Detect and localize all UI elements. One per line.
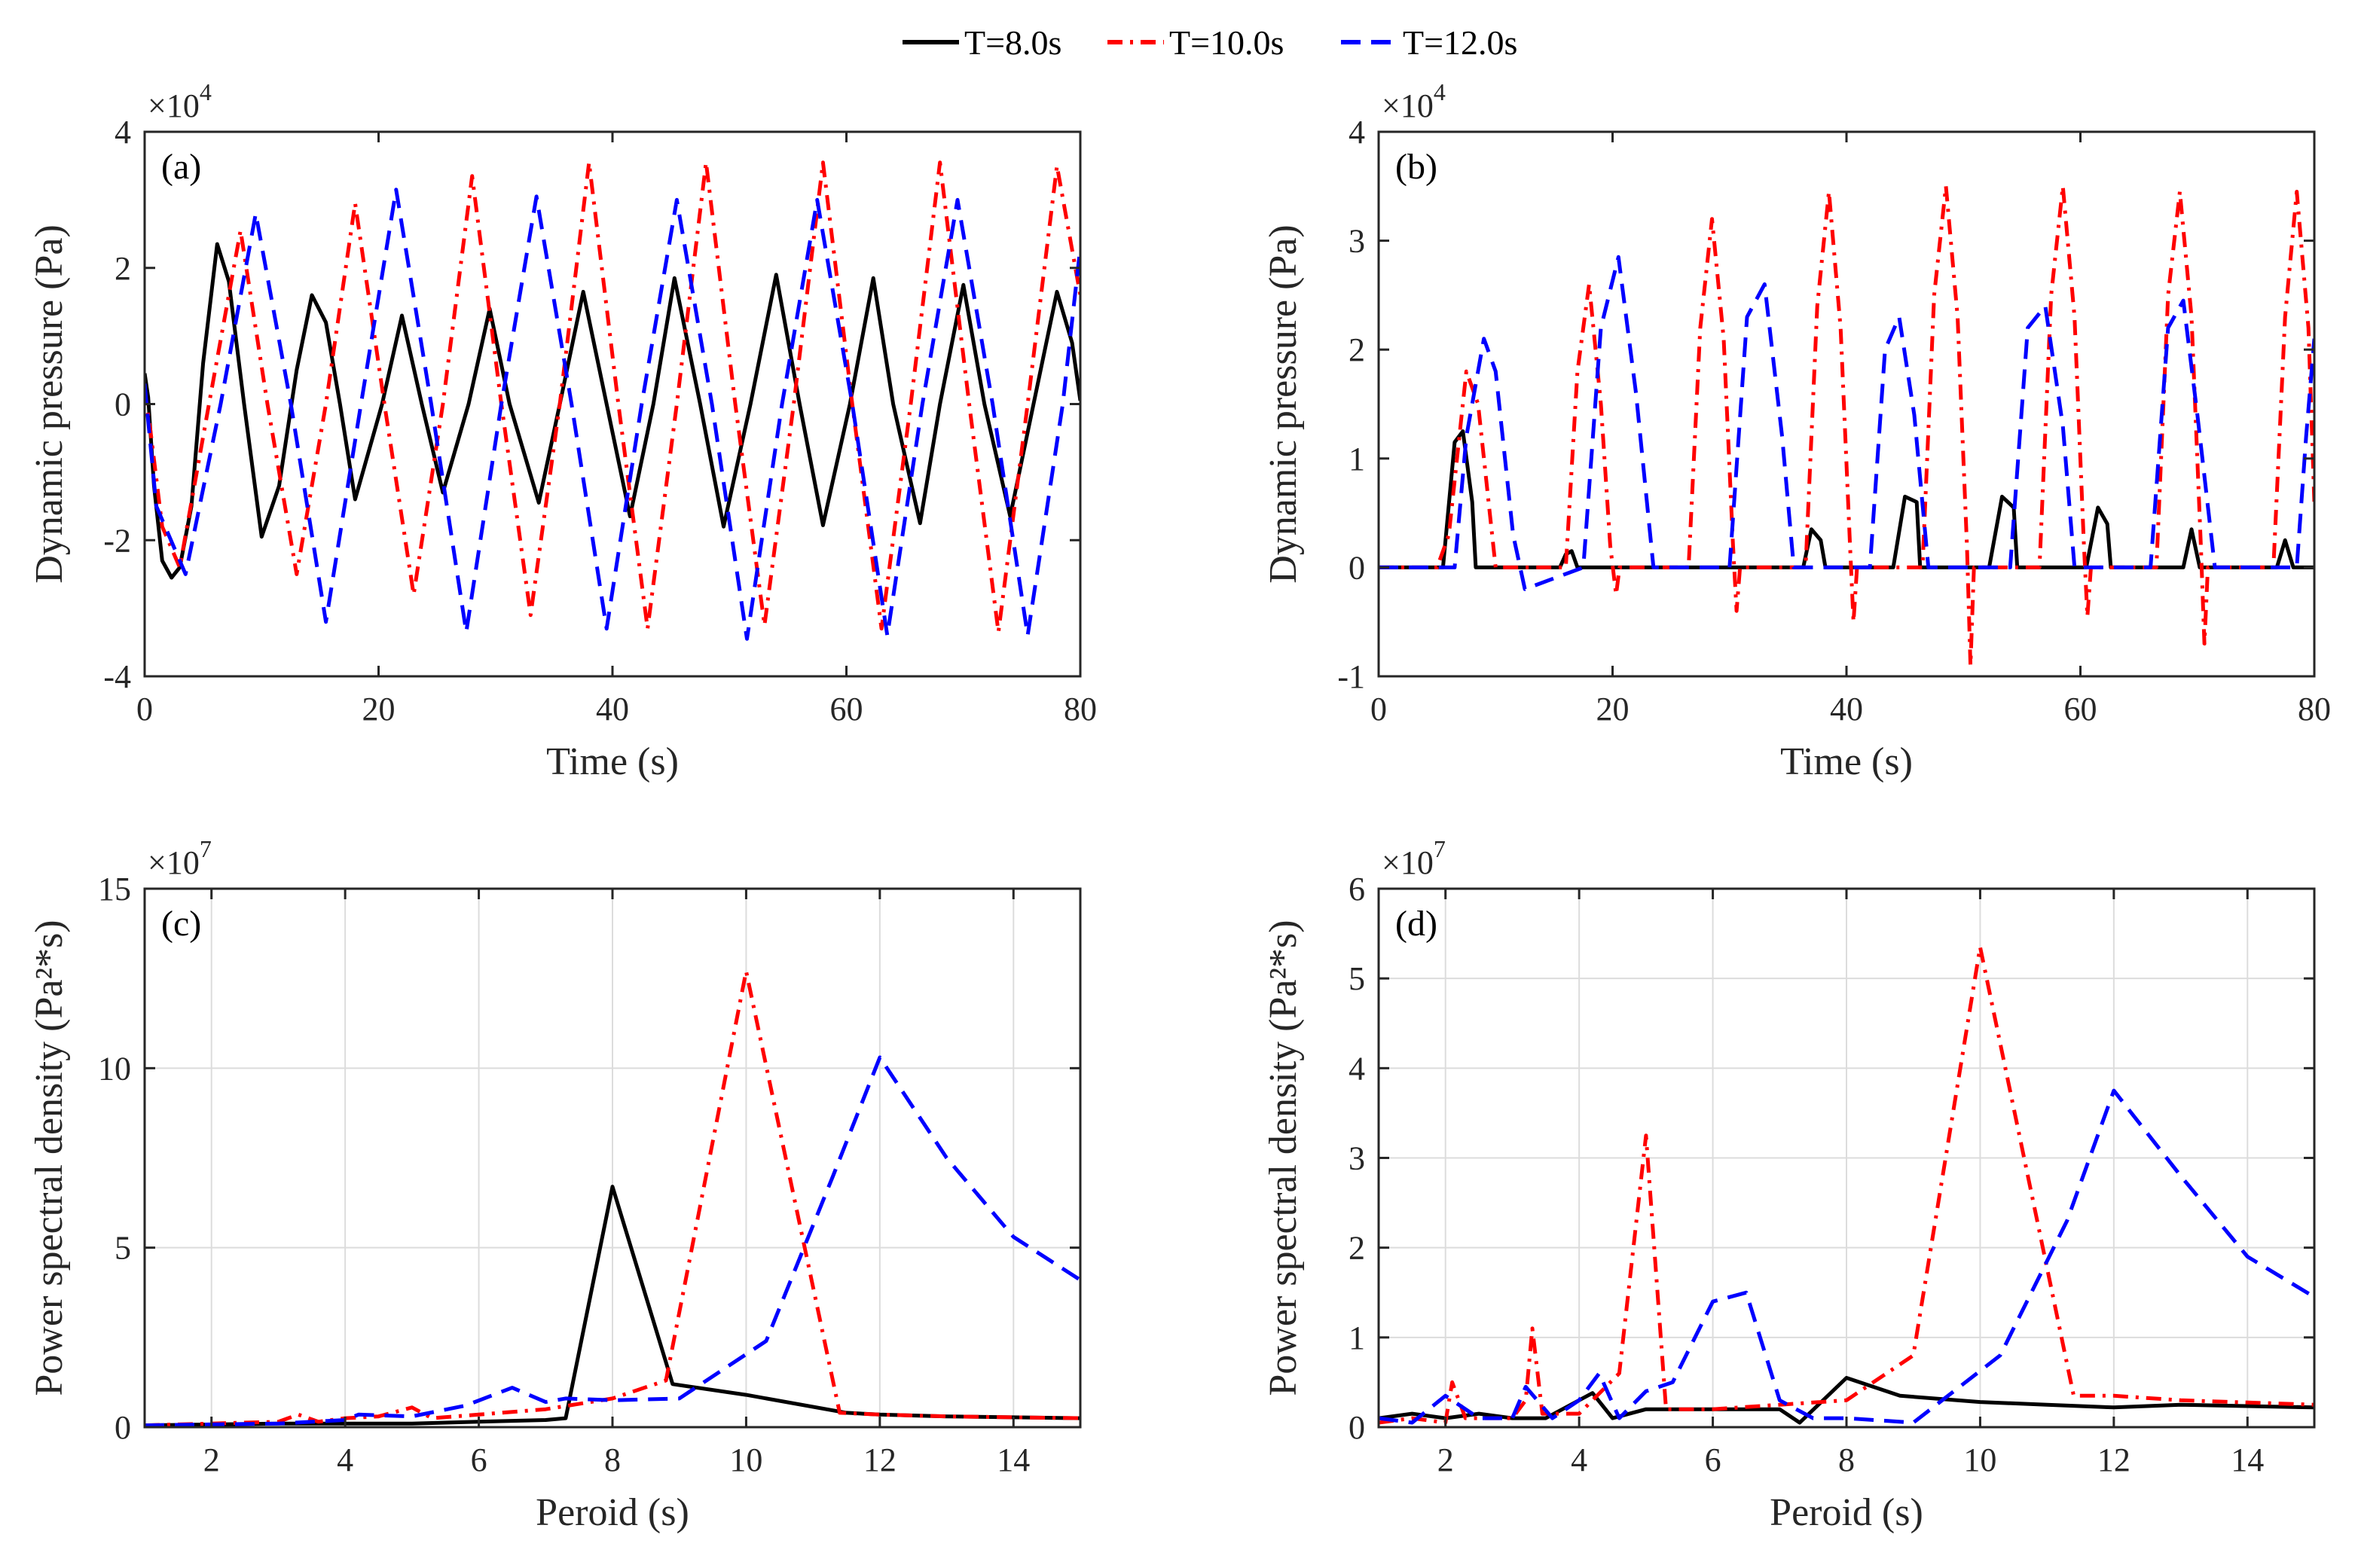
legend-label: T=8.0s — [964, 23, 1061, 62]
x-tick-label: 4 — [1571, 1441, 1587, 1478]
series-group — [1379, 184, 2314, 667]
y-tick-label: 4 — [1349, 114, 1365, 151]
panel-tag: (c) — [161, 904, 201, 944]
x-tick-label: 14 — [997, 1441, 1030, 1478]
x-tick-label: 0 — [136, 691, 153, 728]
y-tick-label: 2 — [1349, 331, 1365, 368]
x-axis-label: Time (s) — [1780, 740, 1913, 783]
x-tick-label: 60 — [830, 691, 863, 728]
y-tick-label: 3 — [1349, 223, 1365, 260]
x-axis-label: Time (s) — [546, 740, 679, 783]
x-tick-label: 0 — [1370, 691, 1387, 728]
axis-exponent-label: ×104 — [1382, 78, 1446, 124]
series-line-t-12-0s — [1379, 1088, 2314, 1425]
legend-label: T=10.0s — [1169, 23, 1284, 62]
panel-tag: (d) — [1395, 904, 1437, 944]
y-tick-label: 0 — [115, 386, 131, 423]
series-group — [145, 969, 1080, 1427]
x-axis-label: Peroid (s) — [536, 1491, 689, 1534]
series-line-t-8-0s — [1379, 1376, 2314, 1425]
y-tick-label: 0 — [1349, 1409, 1365, 1446]
y-tick-label: 6 — [1349, 871, 1365, 908]
y-tick-label: 10 — [98, 1050, 131, 1087]
series-line-t-12-0s — [145, 1055, 1080, 1427]
y-tick-label: 2 — [115, 250, 131, 287]
series-line-t-12-0s — [1379, 255, 2314, 591]
x-axis-label: Peroid (s) — [1770, 1491, 1923, 1534]
y-tick-label: 4 — [115, 114, 131, 151]
series-line-t-12-0s — [145, 188, 1080, 641]
legend-item: T=8.0s — [903, 23, 1061, 62]
x-tick-label: 8 — [1838, 1441, 1855, 1478]
y-tick-label: 0 — [115, 1409, 131, 1446]
series-group — [1379, 945, 2314, 1425]
x-tick-label: 20 — [1596, 691, 1630, 728]
y-tick-label: 15 — [98, 871, 131, 908]
legend-item: T=10.0s — [1107, 23, 1284, 62]
x-tick-label: 80 — [2298, 691, 2331, 728]
x-tick-label: 12 — [863, 1441, 896, 1478]
y-tick-label: -1 — [1337, 658, 1365, 695]
x-tick-label: 2 — [1437, 1441, 1454, 1478]
x-tick-label: 4 — [337, 1441, 353, 1478]
y-tick-label: 2 — [1349, 1230, 1365, 1267]
y-tick-label: 1 — [1349, 441, 1365, 477]
x-tick-label: 8 — [604, 1441, 621, 1478]
y-axis-label: Dynamic pressure (Pa) — [28, 224, 71, 584]
x-tick-label: 40 — [596, 691, 629, 728]
axis-exponent-label: ×104 — [148, 78, 212, 124]
y-tick-label: 5 — [115, 1230, 131, 1267]
x-tick-label: 10 — [729, 1441, 762, 1478]
axis-exponent-value: 7 — [200, 835, 212, 862]
y-axis-label: Power spectral density (Pa²*s) — [1262, 920, 1305, 1396]
axis-exponent-value: 4 — [1434, 78, 1446, 105]
series-line-t-8-0s — [145, 1185, 1080, 1427]
y-tick-label: 1 — [1349, 1319, 1365, 1356]
axis-frame — [1377, 130, 2316, 678]
axis-exponent-label: ×107 — [148, 835, 212, 881]
y-tick-label: 0 — [1349, 549, 1365, 586]
series-line-t-8-0s — [145, 242, 1080, 580]
x-tick-label: 6 — [1705, 1441, 1721, 1478]
series-group — [145, 160, 1080, 641]
x-tick-label: 12 — [2097, 1441, 2130, 1478]
panel-tag: (b) — [1395, 147, 1437, 187]
panel-tag: (a) — [161, 147, 201, 187]
x-tick-label: 60 — [2064, 691, 2097, 728]
legend-label: T=12.0s — [1403, 23, 1517, 62]
series-line-t-10-0s — [1379, 184, 2314, 667]
axis-exponent-value: 4 — [200, 78, 212, 105]
x-tick-label: 14 — [2231, 1441, 2264, 1478]
x-tick-label: 2 — [203, 1441, 220, 1478]
y-axis-label: Dynamic pressure (Pa) — [1262, 224, 1305, 584]
chart-panel-c: 2 4 6 8 10 12 14 0 5 10 15 ×107 (c) Peroid (s) Power s… — [28, 835, 1082, 1534]
series-line-t-10-0s — [145, 160, 1080, 634]
y-tick-label: 5 — [1349, 960, 1365, 997]
y-tick-label: 4 — [1349, 1050, 1365, 1087]
legend-item: T=12.0s — [1341, 23, 1517, 62]
x-tick-label: 10 — [1963, 1441, 1996, 1478]
x-tick-label: 6 — [471, 1441, 487, 1478]
x-tick-label: 80 — [1064, 691, 1097, 728]
axis-exponent-label: ×107 — [1382, 835, 1446, 881]
y-axis-label: Power spectral density (Pa²*s) — [28, 920, 71, 1396]
axis-exponent-value: 7 — [1434, 835, 1446, 862]
legend: T=8.0s T=10.0s T=12.0s — [903, 23, 1517, 62]
y-tick-label: -4 — [103, 658, 131, 695]
x-tick-label: 20 — [362, 691, 396, 728]
x-tick-label: 40 — [1830, 691, 1863, 728]
y-tick-label: 3 — [1349, 1140, 1365, 1177]
y-tick-label: -2 — [103, 522, 131, 559]
